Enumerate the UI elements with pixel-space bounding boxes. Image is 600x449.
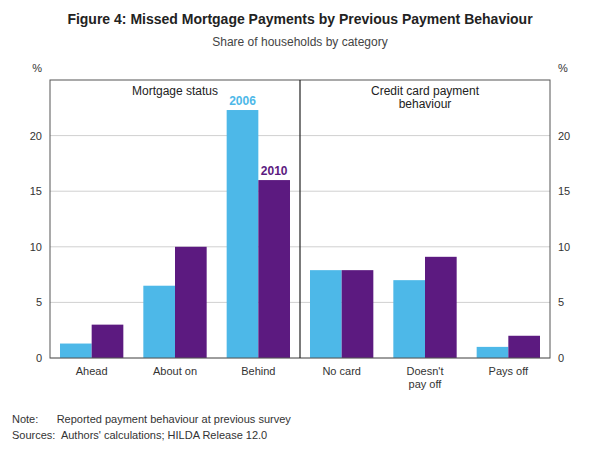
note: Note: Reported payment behaviour at prev…: [12, 413, 291, 425]
x-tick-label: About on: [153, 365, 197, 377]
y-tick-label: 0: [36, 352, 42, 364]
chart: Figure 4: Missed Mortgage Payments by Pr…: [0, 0, 600, 449]
subtitle: Share of households by category: [212, 35, 387, 49]
text-line: About on: [153, 365, 197, 377]
y2-tick-label: 20: [558, 130, 570, 142]
series-label: 2010: [261, 164, 288, 178]
x-tick-label: Doesn'tpay off: [407, 365, 444, 390]
bar: [92, 325, 124, 358]
series-label: 2006: [229, 94, 256, 108]
note: Sources: Authors' calculations; HILDA Re…: [12, 429, 267, 441]
text-line: behaviour: [399, 97, 452, 111]
x-tick-label: Ahead: [76, 365, 108, 377]
bar: [258, 180, 290, 358]
text-line: Mortgage status: [132, 84, 218, 98]
text-line: No card: [322, 365, 361, 377]
text-line: Behind: [241, 365, 275, 377]
x-tick-label: Behind: [241, 365, 275, 377]
y-tick-label: 5: [36, 296, 42, 308]
y-tick-label: 15: [30, 185, 42, 197]
y-tick-label: 20: [30, 130, 42, 142]
plot-frame: [50, 80, 550, 358]
section-label: Mortgage status: [132, 84, 218, 98]
section-label: Credit card paymentbehaviour: [371, 84, 480, 111]
y2-tick-label: 10: [558, 241, 570, 253]
text-line: Ahead: [76, 365, 108, 377]
y2-tick-label: 15: [558, 185, 570, 197]
title: Figure 4: Missed Mortgage Payments by Pr…: [67, 11, 533, 27]
bar: [60, 344, 92, 358]
bar: [175, 247, 207, 358]
bar: [310, 270, 342, 358]
bar: [393, 280, 425, 358]
text-line: Pays off: [489, 365, 529, 377]
y-tick-label: 10: [30, 241, 42, 253]
section-divider: [299, 80, 300, 358]
bar: [143, 286, 175, 358]
bar: [477, 347, 509, 358]
y2-tick-label: 0: [558, 352, 564, 364]
x-tick-label: No card: [322, 365, 361, 377]
text-line: pay off: [409, 378, 443, 390]
bar: [508, 336, 540, 358]
bar: [227, 110, 259, 358]
bar: [425, 257, 457, 358]
y2-tick-label: 5: [558, 296, 564, 308]
y2-axis-label: %: [558, 62, 568, 74]
text-line: Doesn't: [407, 365, 444, 377]
text-line: Credit card payment: [371, 84, 480, 98]
bar: [342, 270, 374, 358]
y-axis-label: %: [32, 62, 42, 74]
x-tick-label: Pays off: [489, 365, 529, 377]
